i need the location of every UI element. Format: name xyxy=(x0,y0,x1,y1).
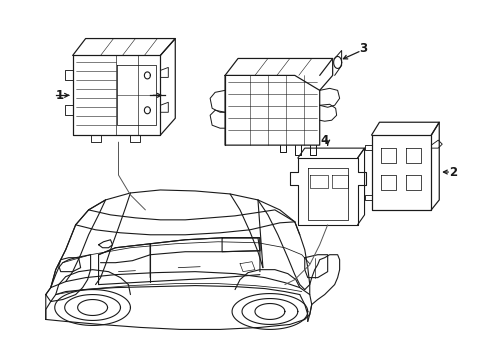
Text: 3: 3 xyxy=(360,42,368,55)
Text: 1: 1 xyxy=(56,89,64,102)
Text: 4: 4 xyxy=(320,134,329,147)
Text: 2: 2 xyxy=(449,166,457,179)
